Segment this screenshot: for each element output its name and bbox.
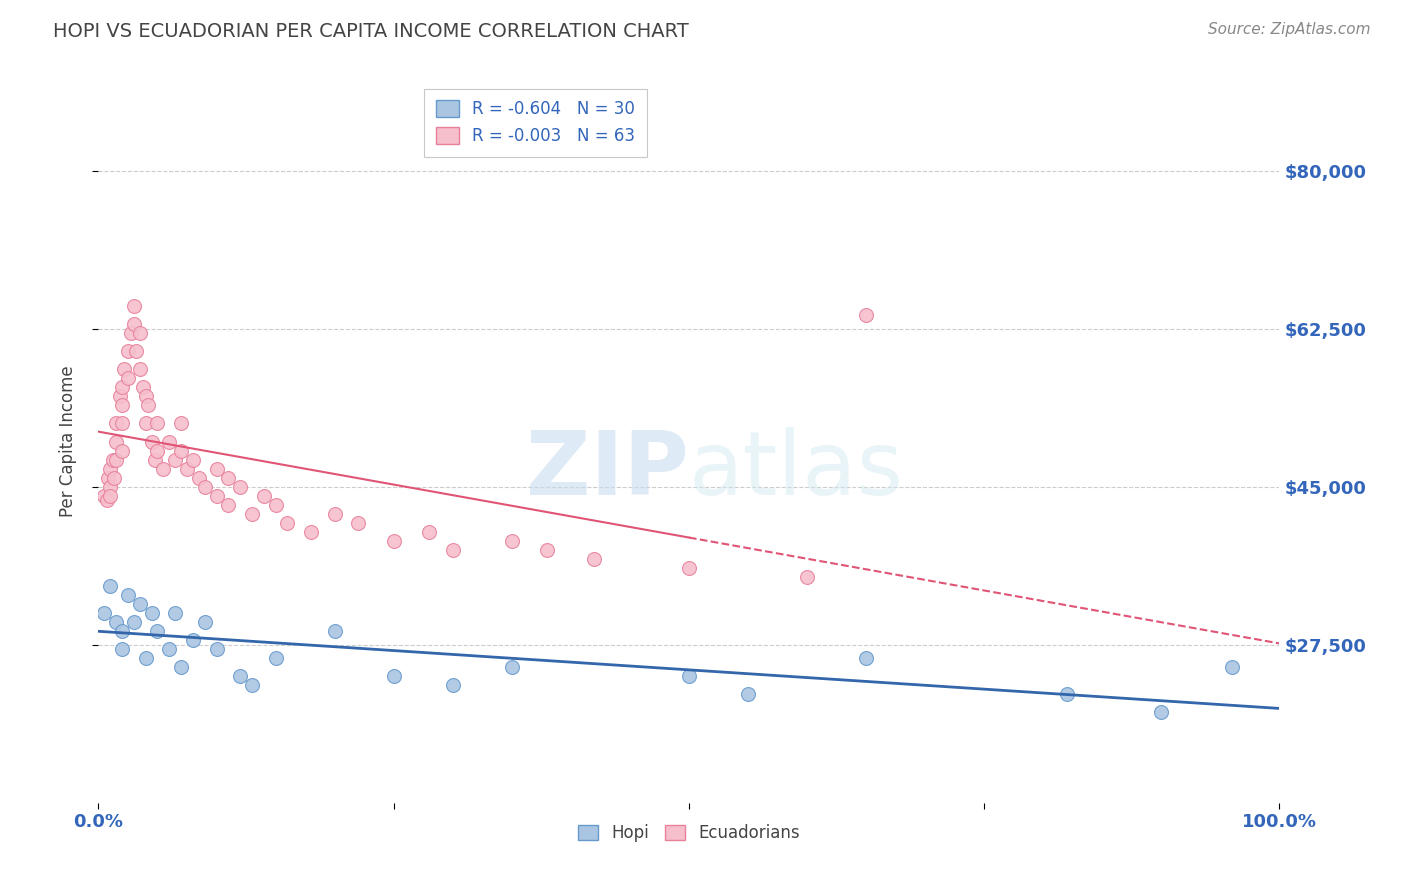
Point <box>382 669 405 683</box>
Point <box>276 516 298 530</box>
Point <box>111 624 134 639</box>
Point <box>105 615 128 630</box>
Point <box>122 615 145 630</box>
Point <box>152 461 174 475</box>
Point <box>117 588 139 602</box>
Point <box>117 371 139 385</box>
Point <box>108 389 131 403</box>
Point <box>737 687 759 701</box>
Text: Source: ZipAtlas.com: Source: ZipAtlas.com <box>1208 22 1371 37</box>
Point <box>217 498 239 512</box>
Point <box>181 633 204 648</box>
Point <box>112 362 135 376</box>
Point <box>678 669 700 683</box>
Point <box>194 615 217 630</box>
Point <box>382 533 405 548</box>
Point <box>135 651 157 665</box>
Text: HOPI VS ECUADORIAN PER CAPITA INCOME CORRELATION CHART: HOPI VS ECUADORIAN PER CAPITA INCOME COR… <box>53 22 689 41</box>
Legend: Hopi, Ecuadorians: Hopi, Ecuadorians <box>571 817 807 848</box>
Point <box>136 398 159 412</box>
Point <box>217 470 239 484</box>
Point <box>111 380 134 394</box>
Point <box>229 669 252 683</box>
Point <box>97 470 120 484</box>
Point <box>98 461 121 475</box>
Point <box>141 434 163 449</box>
Point <box>111 443 134 458</box>
Point <box>264 651 287 665</box>
Point <box>125 344 148 359</box>
Point <box>501 533 523 548</box>
Point <box>170 660 193 674</box>
Point <box>205 461 228 475</box>
Point <box>105 417 128 431</box>
Point <box>128 597 150 611</box>
Point <box>101 452 124 467</box>
Point <box>157 434 180 449</box>
Point <box>122 299 145 313</box>
Point <box>132 380 155 394</box>
Point <box>176 461 198 475</box>
Point <box>240 507 263 521</box>
Point <box>146 417 169 431</box>
Point <box>229 480 252 494</box>
Point <box>264 498 287 512</box>
Point <box>441 542 464 557</box>
Point <box>253 489 276 503</box>
Point <box>170 443 193 458</box>
Y-axis label: Per Capita Income: Per Capita Income <box>59 366 77 517</box>
Point <box>187 470 209 484</box>
Point <box>93 489 115 503</box>
Point <box>501 660 523 674</box>
Text: atlas: atlas <box>689 427 904 514</box>
Point <box>121 326 143 340</box>
Point <box>111 642 134 657</box>
Point <box>105 452 128 467</box>
Point <box>141 606 163 620</box>
Point <box>157 642 180 657</box>
Point <box>855 651 877 665</box>
Point <box>117 344 139 359</box>
Point <box>678 561 700 575</box>
Point <box>181 452 204 467</box>
Point <box>165 606 187 620</box>
Point <box>323 507 346 521</box>
Point <box>1056 687 1078 701</box>
Point <box>1220 660 1243 674</box>
Point <box>111 398 134 412</box>
Point <box>170 417 193 431</box>
Point <box>855 308 877 322</box>
Point <box>146 443 169 458</box>
Point <box>796 570 818 584</box>
Point <box>111 417 134 431</box>
Point <box>583 552 606 566</box>
Point <box>143 452 166 467</box>
Point <box>128 362 150 376</box>
Point <box>240 678 263 692</box>
Point <box>205 489 228 503</box>
Point <box>98 480 121 494</box>
Point <box>135 417 157 431</box>
Point <box>98 489 121 503</box>
Point <box>299 524 322 539</box>
Point <box>536 542 558 557</box>
Point <box>96 493 118 508</box>
Point <box>347 516 370 530</box>
Point <box>135 389 157 403</box>
Point <box>194 480 217 494</box>
Point <box>323 624 346 639</box>
Point <box>128 326 150 340</box>
Point <box>205 642 228 657</box>
Point <box>418 524 440 539</box>
Point <box>165 452 187 467</box>
Point <box>146 624 169 639</box>
Point <box>105 434 128 449</box>
Point <box>98 579 121 593</box>
Point <box>1150 706 1173 720</box>
Point <box>441 678 464 692</box>
Text: ZIP: ZIP <box>526 427 689 514</box>
Point <box>103 470 125 484</box>
Point <box>93 606 115 620</box>
Point <box>122 317 145 331</box>
